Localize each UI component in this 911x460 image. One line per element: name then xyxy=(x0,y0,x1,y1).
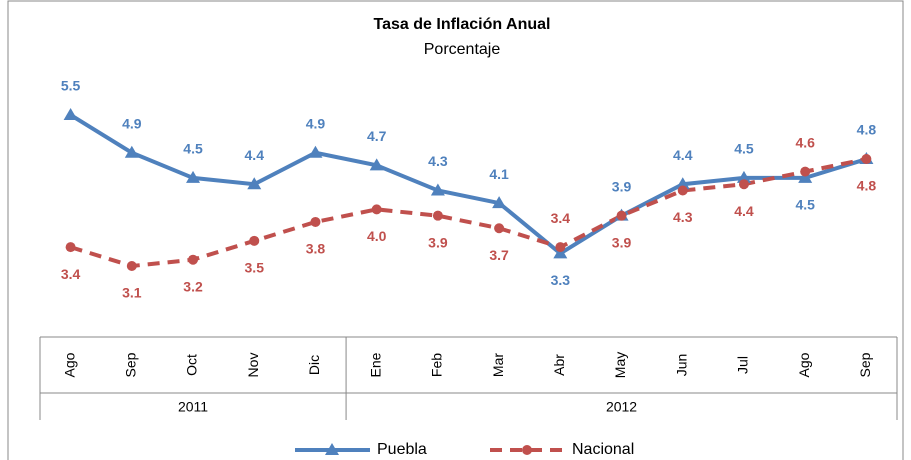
point-marker xyxy=(308,145,323,158)
point-marker xyxy=(736,170,751,183)
data-label: 3.7 xyxy=(489,247,509,263)
point-marker xyxy=(494,223,505,234)
x-group-label: 2011 xyxy=(178,399,208,415)
point-marker xyxy=(310,216,321,227)
chart-subtitle: Porcentaje xyxy=(424,41,501,58)
data-label: 4.3 xyxy=(428,153,448,169)
point-marker xyxy=(188,254,199,265)
data-label: 3.9 xyxy=(428,234,448,250)
data-label: 4.3 xyxy=(673,209,693,225)
point-marker xyxy=(675,177,690,190)
data-label: 3.4 xyxy=(61,266,81,282)
data-label: 3.1 xyxy=(122,285,142,301)
point-marker xyxy=(553,246,568,259)
point-marker xyxy=(65,242,76,253)
point-marker xyxy=(247,177,262,190)
x-tick-label: Jul xyxy=(735,356,751,374)
point-marker xyxy=(371,204,382,215)
data-label: 4.6 xyxy=(795,134,815,150)
x-group-label: 2012 xyxy=(606,399,637,415)
legend-swatch xyxy=(522,445,532,455)
x-tick-label: Jun xyxy=(673,354,689,377)
x-tick-label: Mar xyxy=(490,353,506,377)
chart-title: Tasa de Inflación Anual xyxy=(374,16,551,33)
data-label: 4.5 xyxy=(734,141,754,157)
x-tick-label: Abr xyxy=(551,354,567,376)
data-label: 4.4 xyxy=(673,147,693,163)
point-marker xyxy=(738,179,749,190)
x-tick-label: Nov xyxy=(245,353,261,378)
point-marker xyxy=(432,210,443,221)
data-label: 4.0 xyxy=(367,228,387,244)
legend-swatch xyxy=(325,443,339,455)
x-tick-label: Dic xyxy=(306,355,322,375)
data-label: 3.9 xyxy=(612,178,632,194)
x-tick-label: Sep xyxy=(857,352,873,377)
point-marker xyxy=(124,145,139,158)
point-marker xyxy=(186,170,201,183)
point-marker xyxy=(126,261,137,271)
point-marker xyxy=(249,235,260,246)
x-tick-label: Ene xyxy=(367,352,383,377)
chart-frame xyxy=(7,0,904,460)
data-label: 4.8 xyxy=(857,178,877,194)
x-tick-label: May xyxy=(612,352,628,378)
data-label: 3.2 xyxy=(183,278,203,294)
x-tick-label: Sep xyxy=(123,352,139,377)
data-label: 5.5 xyxy=(61,78,81,94)
data-label: 3.8 xyxy=(306,241,326,257)
data-label: 4.7 xyxy=(367,128,387,144)
point-marker xyxy=(369,158,384,171)
point-marker xyxy=(616,210,627,221)
data-label: 4.9 xyxy=(306,115,326,131)
legend-label: Puebla xyxy=(377,441,427,458)
data-label: 3.3 xyxy=(551,272,571,288)
point-marker xyxy=(555,242,566,253)
data-label: 3.9 xyxy=(612,234,632,250)
point-marker xyxy=(677,185,688,196)
series-line xyxy=(70,157,867,269)
x-tick-label: Ago xyxy=(796,352,812,377)
point-marker xyxy=(800,166,811,177)
point-marker xyxy=(798,170,813,183)
point-marker xyxy=(492,196,507,209)
point-marker xyxy=(430,183,445,196)
data-label: 4.5 xyxy=(183,141,203,157)
data-label: 4.4 xyxy=(734,203,754,219)
data-label: 3.4 xyxy=(551,210,571,226)
data-label: 4.8 xyxy=(857,122,877,138)
series-line xyxy=(69,113,867,256)
point-marker xyxy=(63,108,78,120)
point-marker xyxy=(861,154,872,165)
data-label: 4.9 xyxy=(122,115,142,131)
legend-label: Nacional xyxy=(572,441,634,458)
data-label: 4.1 xyxy=(489,166,509,182)
data-label: 4.4 xyxy=(245,147,265,163)
x-tick-label: Ago xyxy=(61,352,77,377)
x-tick-label: Oct xyxy=(184,354,200,376)
x-tick-label: Feb xyxy=(429,353,445,377)
data-label: 4.5 xyxy=(795,197,815,213)
data-label: 3.5 xyxy=(245,260,265,276)
